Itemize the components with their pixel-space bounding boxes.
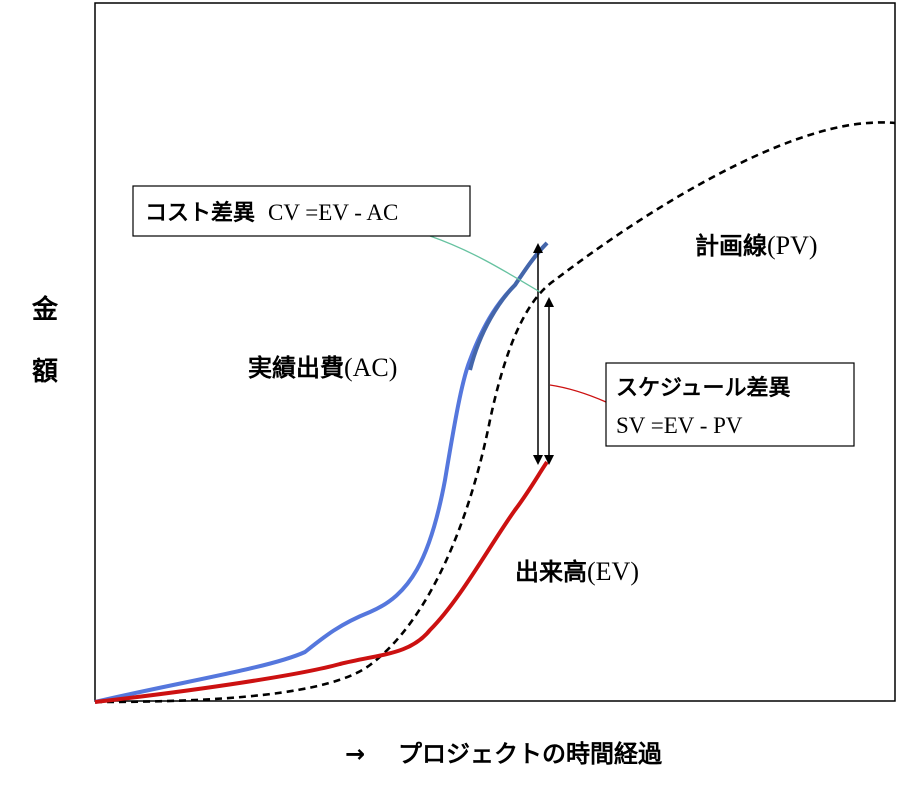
cv-callout-text: コスト差異 CV =EV - AC (145, 200, 398, 226)
ev-label: 出来高(EV) (515, 557, 639, 586)
x-axis-arrow: → (345, 740, 365, 768)
cv-leader-line (429, 235, 541, 293)
ev-curve (94, 460, 549, 704)
y-axis-label-char-2: 額 (32, 357, 58, 387)
ac-label: 実績出費(AC) (248, 353, 397, 382)
x-axis-label: プロジェクトの時間経過 (398, 740, 663, 768)
sv-leader-line (549, 384, 607, 403)
sv-callout-formula: SV =EV - PV (616, 413, 743, 438)
y-axis-label-char-1: 金 (31, 294, 59, 325)
pv-label: 計画線(PV) (695, 231, 818, 260)
plot-frame (94, 2, 896, 702)
cv-callout-box (132, 185, 471, 237)
pv-curve (94, 121, 896, 704)
sv-callout-title: スケジュール差異 (616, 375, 790, 401)
sv-callout-box (605, 362, 855, 447)
ac-curve (94, 241, 549, 704)
